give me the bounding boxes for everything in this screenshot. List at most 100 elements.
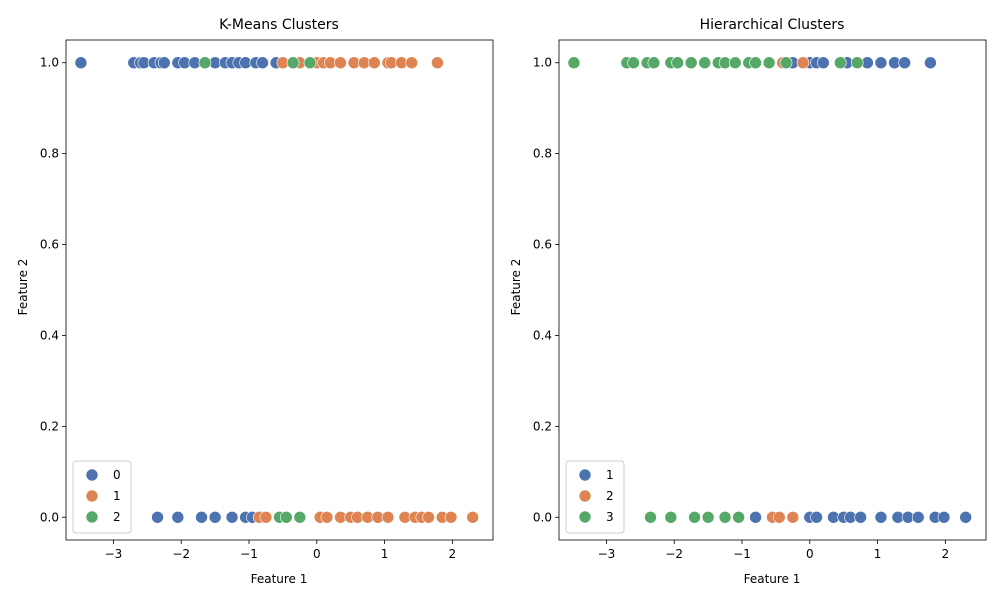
- kmeans-point-cluster-0: [74, 56, 88, 70]
- hierarchical-point-cluster-1: [924, 56, 937, 70]
- hierarchical-legend-marker: [578, 489, 592, 503]
- hierarchical-legend-label: 2: [606, 489, 614, 503]
- hierarchical-point-cluster-1: [854, 510, 867, 524]
- kmeans-plot-frame: [65, 39, 494, 541]
- hierarchical-point-cluster-3: [728, 56, 742, 70]
- hierarchical-point-cluster-1: [817, 56, 830, 70]
- hierarchical-x-tick-label: 2: [942, 547, 950, 561]
- kmeans-x-tick-label: −1: [240, 547, 258, 561]
- hierarchical-x-tick-label: 1: [874, 547, 882, 561]
- kmeans-point-cluster-0: [195, 510, 208, 524]
- hierarchical-y-tick-label: 1.0: [533, 56, 552, 70]
- hierarchical-x-tick-label: −2: [665, 547, 683, 561]
- kmeans-point-cluster-2: [303, 56, 317, 70]
- kmeans-x-tick-label: 1: [381, 547, 389, 561]
- hierarchical-plot-frame: [558, 39, 987, 541]
- kmeans-point-cluster-0: [171, 510, 185, 524]
- hierarchical-x-tick-label: 0: [806, 547, 814, 561]
- kmeans-point-cluster-0: [225, 510, 239, 524]
- hierarchical-point-cluster-3: [664, 510, 678, 524]
- kmeans-panel: K-Means Clusters Feature 1 Feature 2 −3 −…: [16, 17, 494, 586]
- hierarchical-point-cluster-3: [779, 56, 793, 70]
- hierarchical-point-cluster-3: [647, 56, 661, 70]
- kmeans-point-cluster-1: [381, 510, 395, 524]
- kmeans-x-tick-label: 2: [449, 547, 457, 561]
- hierarchical-panel: Hierarchical Clusters Feature 1 Feature …: [509, 17, 987, 586]
- kmeans-legend-marker: [85, 468, 99, 482]
- hierarchical-point-cluster-1: [898, 56, 911, 70]
- hierarchical-point-cluster-1: [874, 510, 888, 524]
- hierarchical-legend-marker: [578, 468, 592, 482]
- kmeans-legend-label: 2: [113, 510, 121, 524]
- hierarchical-y-tick-label: 0.8: [533, 147, 552, 161]
- kmeans-legend-marker: [85, 489, 99, 503]
- hierarchical-x-axis-label: Feature 1: [744, 572, 801, 586]
- hierarchical-point-cluster-3: [718, 510, 732, 524]
- hierarchical-point-cluster-2: [772, 510, 786, 524]
- hierarchical-x-tick-label: −1: [733, 547, 751, 561]
- hierarchical-point-cluster-3: [749, 56, 762, 70]
- hierarchical-point-cluster-1: [749, 510, 762, 524]
- hierarchical-point-cluster-3: [684, 56, 698, 70]
- hierarchical-legend-label: 1: [606, 468, 614, 482]
- kmeans-y-tick-label: 0.0: [40, 510, 59, 524]
- kmeans-y-axis-label: Feature 2: [16, 259, 30, 316]
- hierarchical-legend-label: 3: [606, 510, 614, 524]
- kmeans-point-cluster-1: [259, 510, 273, 524]
- hierarchical-x-tick-label: −3: [598, 547, 616, 561]
- kmeans-point-cluster-1: [405, 56, 418, 70]
- hierarchical-y-axis-label: Feature 2: [509, 259, 523, 316]
- hierarchical-point-cluster-3: [567, 56, 581, 70]
- kmeans-point-cluster-1: [466, 510, 479, 524]
- kmeans-y-tick-label: 0.6: [40, 238, 59, 252]
- hierarchical-point-cluster-2: [786, 510, 800, 524]
- hierarchical-y-tick-label: 0.6: [533, 238, 552, 252]
- kmeans-x-tick-label: −2: [172, 547, 190, 561]
- hierarchical-legend-marker: [578, 510, 592, 524]
- kmeans-x-tick-label: −3: [105, 547, 123, 561]
- hierarchical-point-cluster-1: [874, 56, 888, 70]
- hierarchical-point-cluster-3: [850, 56, 864, 70]
- hierarchical-point-cluster-1: [959, 510, 972, 524]
- kmeans-x-axis-label: Feature 1: [251, 572, 308, 586]
- kmeans-point-cluster-2: [279, 510, 293, 524]
- kmeans-point-cluster-2: [293, 510, 307, 524]
- kmeans-y-tick-label: 0.2: [40, 419, 59, 433]
- hierarchical-point-cluster-1: [810, 510, 823, 524]
- hierarchical-point-cluster-3: [688, 510, 701, 524]
- kmeans-point-cluster-1: [320, 510, 334, 524]
- hierarchical-point-cluster-1: [937, 510, 951, 524]
- kmeans-point-cluster-1: [422, 510, 435, 524]
- hierarchical-point-cluster-3: [833, 56, 847, 70]
- kmeans-y-tick-label: 1.0: [40, 56, 59, 70]
- hierarchical-y-tick-label: 0.0: [533, 510, 552, 524]
- hierarchical-point-cluster-3: [701, 510, 715, 524]
- kmeans-point-cluster-2: [198, 56, 212, 70]
- kmeans-point-cluster-0: [151, 510, 164, 524]
- kmeans-point-cluster-1: [444, 510, 458, 524]
- hierarchical-point-cluster-2: [796, 56, 810, 70]
- kmeans-legend: [72, 460, 132, 534]
- kmeans-legend-label: 0: [113, 468, 121, 482]
- kmeans-point-cluster-1: [368, 56, 381, 70]
- kmeans-point-cluster-0: [208, 510, 222, 524]
- hierarchical-y-tick-label: 0.4: [533, 328, 552, 342]
- hierarchical-point-cluster-3: [762, 56, 776, 70]
- hierarchical-point-cluster-3: [732, 510, 745, 524]
- kmeans-y-tick-label: 0.8: [40, 147, 59, 161]
- hierarchical-chart-title: Hierarchical Clusters: [700, 17, 845, 33]
- hierarchical-point-cluster-1: [911, 510, 925, 524]
- hierarchical-legend: [565, 460, 625, 534]
- kmeans-point-cluster-2: [286, 56, 300, 70]
- hierarchical-point-cluster-3: [698, 56, 712, 70]
- kmeans-legend-label: 1: [113, 489, 121, 503]
- kmeans-x-tick-label: 0: [313, 547, 321, 561]
- hierarchical-y-tick-label: 0.2: [533, 419, 552, 433]
- hierarchical-point-cluster-3: [627, 56, 640, 70]
- hierarchical-point-cluster-3: [644, 510, 657, 524]
- kmeans-point-cluster-1: [334, 56, 347, 70]
- kmeans-point-cluster-1: [431, 56, 444, 70]
- kmeans-chart-title: K-Means Clusters: [219, 17, 339, 33]
- kmeans-y-tick-label: 0.4: [40, 328, 59, 342]
